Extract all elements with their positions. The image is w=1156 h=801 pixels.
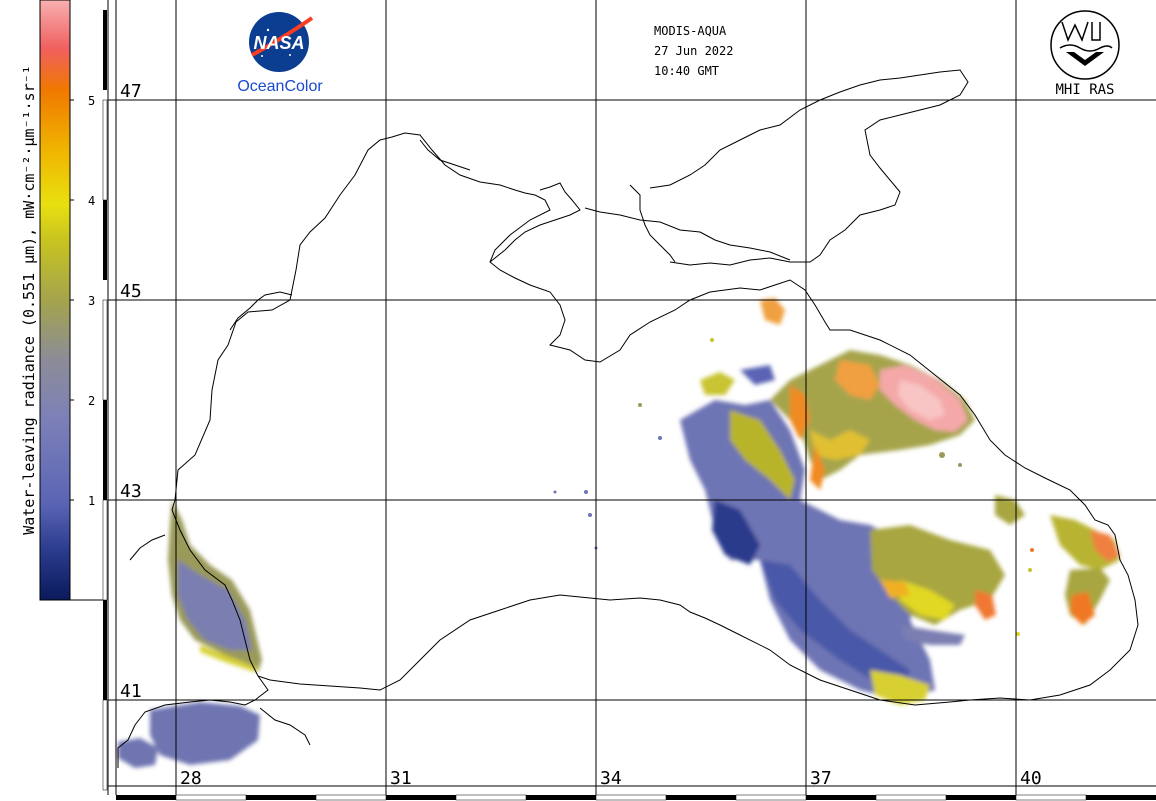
- mhi-ras-logo: MHI RAS: [1050, 10, 1120, 98]
- colorbar-tick-4: 4: [88, 194, 95, 208]
- acquisition-date: 27 Jun 2022: [654, 44, 733, 58]
- colorbar-tick-5: 5: [88, 94, 95, 108]
- radiance-data-layer: [118, 298, 1120, 768]
- acquisition-time: 10:40 GMT: [654, 64, 719, 78]
- oceancolor-wordmark: OceanColor: [237, 78, 323, 95]
- colorbar-label: Water-leaving radiance (0.551 µm), mW·cm…: [20, 65, 38, 535]
- coastline: [117, 69, 1139, 768]
- colorbar-tick-2: 2: [88, 394, 95, 408]
- mhi-ras-text: MHI RAS: [1055, 82, 1114, 98]
- lon-labels: 28 31 34 37 40: [180, 768, 1042, 789]
- nasa-logo: NASA OceanColor: [237, 12, 323, 95]
- nasa-wordmark: NASA: [253, 33, 304, 53]
- lon-label-34: 34: [600, 768, 622, 789]
- lon-label-40: 40: [1020, 768, 1042, 789]
- acquisition-header: MODIS-AQUA 27 Jun 2022 10:40 GMT: [654, 24, 733, 78]
- lon-label-28: 28: [180, 768, 202, 789]
- sensor-name: MODIS-AQUA: [654, 24, 727, 38]
- colorbar: 1 2 3 4 5 Water-leaving radiance (0.551 …: [20, 0, 103, 601]
- lat-label-43: 43: [120, 481, 142, 502]
- lat-label-45: 45: [120, 281, 142, 302]
- lat-label-41: 41: [120, 681, 142, 702]
- lat-lon-grid: [107, 0, 1156, 795]
- lat-label-47: 47: [120, 81, 142, 102]
- left-scale-bar: [102, 10, 108, 791]
- colorbar-tick-3: 3: [88, 294, 95, 308]
- lat-labels: 47 45 43 41: [120, 81, 142, 702]
- colorbar-tick-1: 1: [88, 494, 95, 508]
- lon-label-37: 37: [810, 768, 832, 789]
- bottom-scale-bar: [116, 794, 1156, 801]
- radiance-specks: [553, 338, 1034, 636]
- lon-label-31: 31: [390, 768, 412, 789]
